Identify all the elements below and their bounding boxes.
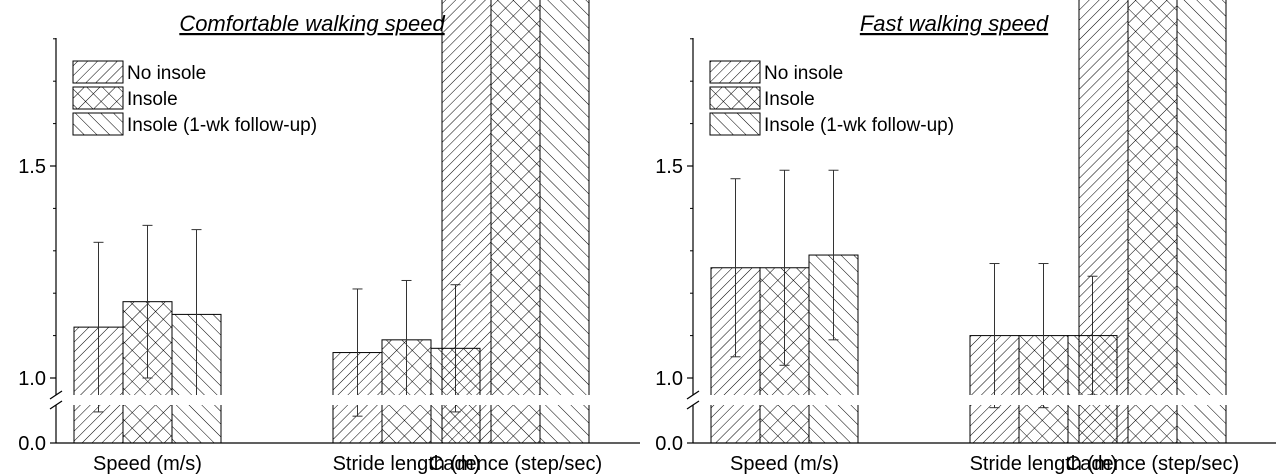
- legend: No insole Insole Insole (1-wk follow-up): [709, 60, 954, 136]
- axis-break-band: [46, 395, 640, 405]
- legend-label: Insole (1-wk follow-up): [764, 115, 954, 136]
- axis-break-mark: [686, 390, 700, 410]
- legend-label: No insole: [127, 63, 206, 84]
- error-bar: [828, 169, 839, 341]
- y-tick-label: 0.0: [655, 433, 683, 455]
- y-tick-label: 1.5: [655, 156, 683, 178]
- y-tick-label: 1.5: [18, 156, 46, 178]
- error-bar: [142, 224, 153, 379]
- chart-panel-fast: Fast walking speed Speed (m/s) Stride leng…: [655, 0, 1276, 475]
- x-tick-label: Stride length (m): [970, 453, 1118, 475]
- bar: [539, 0, 590, 444]
- error-bar: [93, 241, 104, 413]
- legend-swatch: [709, 60, 761, 84]
- bar: [1078, 0, 1129, 444]
- axis-break-mark: [49, 390, 63, 410]
- chart-title: Fast walking speed: [860, 11, 1049, 36]
- error-bar: [1038, 263, 1049, 409]
- legend-swatch: [709, 86, 761, 110]
- error-bar: [989, 263, 1000, 409]
- legend: No insole Insole Insole (1-wk follow-up): [72, 60, 317, 136]
- x-tick-label: Cadence (step/sec): [429, 453, 602, 475]
- bar: [1176, 0, 1227, 444]
- legend-label: No insole: [764, 63, 843, 84]
- y-tick-label: 0.0: [18, 433, 46, 455]
- legend-swatch: [72, 112, 124, 136]
- x-tick-label: Speed (m/s): [93, 453, 202, 475]
- axis-break-band: [683, 395, 1276, 405]
- legend-label: Insole: [127, 89, 178, 110]
- x-tick-label: Cadence (step/sec): [1066, 453, 1239, 475]
- legend-label: Insole: [764, 89, 815, 110]
- y-axis: [50, 38, 57, 444]
- x-tick-label: Speed (m/s): [730, 453, 839, 475]
- error-bar: [779, 169, 790, 366]
- y-tick-label: 1.0: [18, 368, 46, 390]
- error-bar: [352, 288, 363, 417]
- chart-panel-comfortable: Comfortable walking speed Speed (m/s) Stri…: [18, 0, 640, 475]
- legend-swatch: [72, 60, 124, 84]
- y-axis: [687, 38, 694, 444]
- error-bar: [730, 178, 741, 358]
- chart-title: Comfortable walking speed: [179, 11, 445, 36]
- y-tick-label: 1.0: [655, 368, 683, 390]
- bar: [441, 0, 492, 444]
- bar: [1127, 0, 1178, 444]
- bar: [490, 0, 541, 444]
- legend-swatch: [709, 112, 761, 136]
- legend-swatch: [72, 86, 124, 110]
- legend-label: Insole (1-wk follow-up): [127, 115, 317, 136]
- x-tick-label: Stride length (m): [333, 453, 481, 475]
